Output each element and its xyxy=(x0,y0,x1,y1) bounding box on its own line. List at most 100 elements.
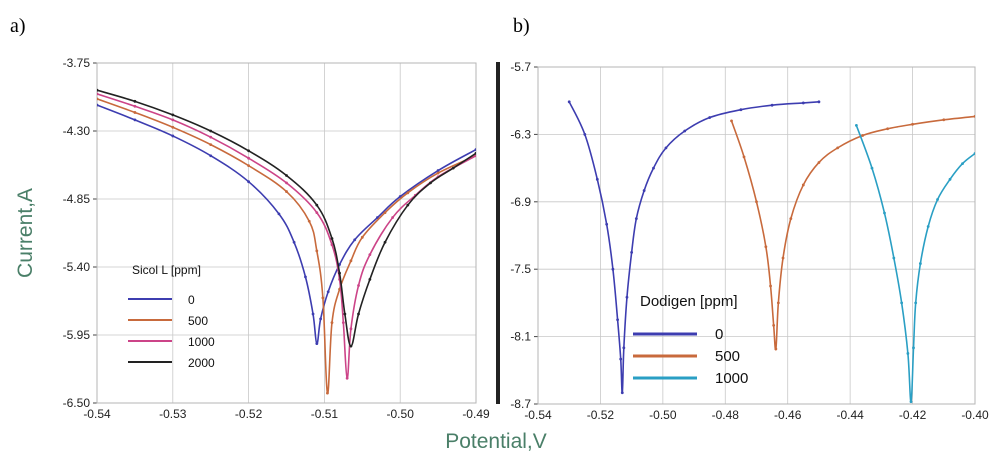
data-point xyxy=(583,133,587,136)
panel-b-tick-labels: -0.54 -0.52 -0.50 -0.48 -0.46 -0.44 -0.42 -0.40… xyxy=(510,60,989,422)
panel-a-series xyxy=(97,88,476,395)
data-point xyxy=(133,99,137,103)
x-tick-label: -0.54 xyxy=(83,407,111,421)
data-point xyxy=(315,203,319,207)
data-point xyxy=(742,155,746,159)
data-point xyxy=(357,284,360,287)
series-line-0 xyxy=(97,104,476,345)
data-point xyxy=(368,277,372,281)
data-point xyxy=(770,103,774,107)
y-tick-label: -6.9 xyxy=(510,195,531,209)
data-point xyxy=(942,118,946,122)
data-point xyxy=(171,118,175,122)
data-point xyxy=(474,154,476,158)
data-point xyxy=(769,284,772,288)
data-point xyxy=(133,118,137,122)
x-tick-label: -0.49 xyxy=(462,407,490,421)
data-point xyxy=(906,352,910,355)
data-point xyxy=(330,243,334,247)
data-point xyxy=(620,391,624,395)
data-point xyxy=(277,212,281,216)
data-point xyxy=(247,149,251,153)
data-point xyxy=(383,211,387,215)
x-tick-label: -0.54 xyxy=(524,408,552,422)
series-line-2000 xyxy=(97,89,476,347)
data-point xyxy=(595,177,599,181)
data-point xyxy=(861,134,865,137)
data-point xyxy=(789,217,793,221)
data-point xyxy=(801,101,805,105)
data-point xyxy=(285,181,288,185)
y-tick-label: -8.1 xyxy=(510,330,531,344)
data-point xyxy=(474,148,476,151)
legend-title-dodigen: Dodigen [ppm] xyxy=(640,293,738,310)
data-point xyxy=(338,271,341,275)
data-point xyxy=(926,225,930,228)
data-point xyxy=(764,245,768,249)
panel-a-plot-area xyxy=(96,62,477,404)
data-point xyxy=(209,154,213,158)
legend-label-2000: 2000 xyxy=(188,356,215,370)
data-point xyxy=(376,216,379,219)
data-point xyxy=(892,256,896,260)
data-point xyxy=(630,250,634,254)
data-point xyxy=(616,318,619,322)
data-point xyxy=(341,321,345,325)
data-point xyxy=(406,203,410,207)
data-point xyxy=(349,327,353,331)
legend-label-500: 500 xyxy=(188,314,208,328)
panel-a-tick-labels: -0.54 -0.53 -0.52 -0.51 -0.50 -0.49 -3.75 -4.30… xyxy=(63,56,490,421)
panel-a-label: a) xyxy=(10,15,26,37)
data-point xyxy=(622,346,626,350)
x-tick-label: -0.52 xyxy=(235,407,263,421)
x-tick-label: -0.53 xyxy=(159,407,187,421)
y-axis-title: Current,A xyxy=(14,188,37,278)
data-point xyxy=(247,164,251,168)
series-line-500 xyxy=(730,115,975,351)
data-point xyxy=(383,240,387,244)
data-point xyxy=(321,296,325,300)
data-point xyxy=(870,166,874,170)
data-point xyxy=(836,146,840,150)
data-point xyxy=(918,262,922,265)
series-line-1000 xyxy=(855,125,975,403)
data-point xyxy=(961,162,964,166)
data-point xyxy=(292,240,296,244)
data-point xyxy=(357,312,360,316)
data-point xyxy=(912,346,915,350)
data-point xyxy=(900,301,904,305)
y-tick-label: -4.30 xyxy=(63,124,91,138)
data-point xyxy=(801,183,805,187)
data-point xyxy=(209,129,213,133)
data-point xyxy=(315,249,319,253)
data-point xyxy=(634,217,638,221)
panel-b-plot-area xyxy=(537,66,976,405)
data-point xyxy=(911,122,914,126)
data-point xyxy=(948,177,952,181)
y-tick-label: -5.40 xyxy=(63,260,91,274)
data-point xyxy=(247,156,251,160)
y-tick-label: -8.7 xyxy=(510,397,531,411)
data-point xyxy=(854,124,858,127)
data-point xyxy=(619,357,623,361)
data-point xyxy=(774,347,778,351)
y-tick-label: -5.95 xyxy=(63,328,91,342)
x-tick-label: -0.42 xyxy=(899,408,927,422)
x-tick-label: -0.51 xyxy=(311,407,339,421)
legend-label-1000: 1000 xyxy=(715,370,748,387)
data-point xyxy=(406,191,410,195)
data-point xyxy=(133,104,137,108)
data-point xyxy=(817,161,821,164)
data-point xyxy=(349,344,353,348)
data-point xyxy=(611,267,615,271)
data-point xyxy=(209,143,213,147)
data-point xyxy=(326,290,330,294)
panel-separator xyxy=(496,62,500,404)
data-point xyxy=(285,174,288,177)
data-point xyxy=(936,198,939,201)
data-point xyxy=(326,391,329,395)
x-tick-label: -0.52 xyxy=(587,408,615,422)
data-point xyxy=(304,275,307,279)
legend-label-0: 0 xyxy=(715,326,723,343)
